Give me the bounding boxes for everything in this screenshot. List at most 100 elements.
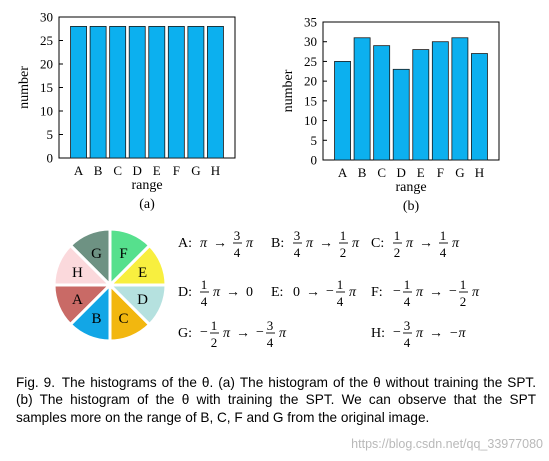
y-tick-label: 35 xyxy=(304,15,317,30)
x-axis-label: range xyxy=(395,180,426,195)
bar-B xyxy=(353,37,371,161)
numerator: 1 xyxy=(440,228,447,243)
x-tick-label: A xyxy=(74,163,84,178)
expr-token: 0 xyxy=(293,285,300,300)
range-B: B:34π →12π xyxy=(271,228,360,260)
y-tick-label: 0 xyxy=(311,153,318,168)
bar-A xyxy=(70,25,87,159)
denominator: 4 xyxy=(234,245,241,260)
y-tick-label: 5 xyxy=(47,127,54,142)
bar-A xyxy=(334,61,351,161)
x-tick-label: C xyxy=(377,165,386,180)
numerator: 3 xyxy=(294,228,301,243)
y-tick-label: 20 xyxy=(40,57,53,72)
bar-E xyxy=(412,49,430,161)
expr-token: → xyxy=(429,285,443,300)
bar-B xyxy=(89,25,107,159)
denominator: 4 xyxy=(337,294,344,309)
range-label: G: xyxy=(178,326,192,341)
y-tick-label: 25 xyxy=(304,54,317,69)
y-tick-label: 5 xyxy=(311,133,318,148)
numerator: 1 xyxy=(337,277,344,292)
expr-token: → xyxy=(419,236,433,251)
expr-token: π xyxy=(349,285,357,300)
bar-F xyxy=(167,25,185,159)
expr-token: → xyxy=(213,236,227,251)
bar-H xyxy=(207,25,224,159)
expr-token: π xyxy=(452,236,460,251)
expr-token: → xyxy=(319,236,333,251)
denominator: 4 xyxy=(201,294,208,309)
y-tick-label: 15 xyxy=(40,80,53,95)
expr-token: π xyxy=(352,236,360,251)
y-axis-label: number xyxy=(17,66,32,109)
range-label: F: xyxy=(371,285,383,300)
range-H: H: −3 4π → −π xyxy=(371,318,466,350)
y-tick-label: 25 xyxy=(40,33,53,48)
denominator: 4 xyxy=(294,245,301,260)
denominator: 2 xyxy=(340,245,347,260)
x-tick-label: F xyxy=(173,163,180,178)
figure-caption: Fig. 9. The histograms of the θ. (a) The… xyxy=(16,374,536,426)
minus-sign: − xyxy=(449,284,457,299)
wheel-label-G: G xyxy=(91,246,102,262)
y-tick-label: 20 xyxy=(304,74,317,89)
range-label: C: xyxy=(371,236,384,251)
x-tick-label: E xyxy=(153,163,161,178)
expr-token: 0 xyxy=(246,285,253,300)
denominator: 2 xyxy=(211,335,218,350)
denominator: 2 xyxy=(394,245,401,260)
range-label: A: xyxy=(178,236,192,251)
minus-sign: − xyxy=(393,284,401,299)
wheel-label-F: F xyxy=(119,246,127,262)
expr-token: → xyxy=(226,285,240,300)
expr-token: π xyxy=(246,236,254,251)
numerator: 3 xyxy=(234,228,241,243)
wheel-label-A: A xyxy=(72,292,83,308)
range-A: A: π →34π xyxy=(178,228,254,260)
minus-sign: − xyxy=(326,284,334,299)
y-axis-label: number xyxy=(281,69,296,112)
x-tick-label: A xyxy=(338,165,348,180)
x-tick-label: C xyxy=(113,163,122,178)
bar-D xyxy=(128,25,146,159)
y-tick-label: 10 xyxy=(304,113,317,128)
numerator: 3 xyxy=(404,318,411,333)
wheel-segment-H xyxy=(52,243,114,287)
bar-D xyxy=(392,68,410,161)
x-tick-label: H xyxy=(475,165,484,180)
numerator: 3 xyxy=(267,318,274,333)
range-G: G: −12π → −34π xyxy=(178,318,287,350)
numerator: 1 xyxy=(211,318,218,333)
expr-token: π xyxy=(416,326,424,341)
denominator: 4 xyxy=(404,335,411,350)
numerator: 1 xyxy=(460,277,467,292)
denominator: 4 xyxy=(267,335,274,350)
expr-token: → xyxy=(306,285,320,300)
expr-token: π xyxy=(306,236,314,251)
minus-sign: − xyxy=(256,325,264,340)
x-tick-label: B xyxy=(94,163,103,178)
expr-token: π xyxy=(223,326,231,341)
expr-token: π xyxy=(472,285,480,300)
x-tick-label: D xyxy=(133,163,142,178)
minus-sign: − xyxy=(200,325,208,340)
range-label: B: xyxy=(271,236,284,251)
y-tick-label: 15 xyxy=(304,93,317,108)
range-label: H: xyxy=(371,326,385,341)
panel-label: (a) xyxy=(139,197,155,212)
y-tick-label: 30 xyxy=(304,34,317,49)
range-D: D: 1 4π → 0 xyxy=(178,277,253,309)
numerator: 1 xyxy=(394,228,401,243)
x-tick-label: G xyxy=(455,165,464,180)
bar-F xyxy=(431,41,449,161)
expr-token: π xyxy=(279,326,287,341)
range-C: C:12π →14π xyxy=(371,228,460,260)
x-tick-label: D xyxy=(397,165,406,180)
panel-label: (b) xyxy=(403,199,420,214)
bar-G xyxy=(187,25,205,159)
